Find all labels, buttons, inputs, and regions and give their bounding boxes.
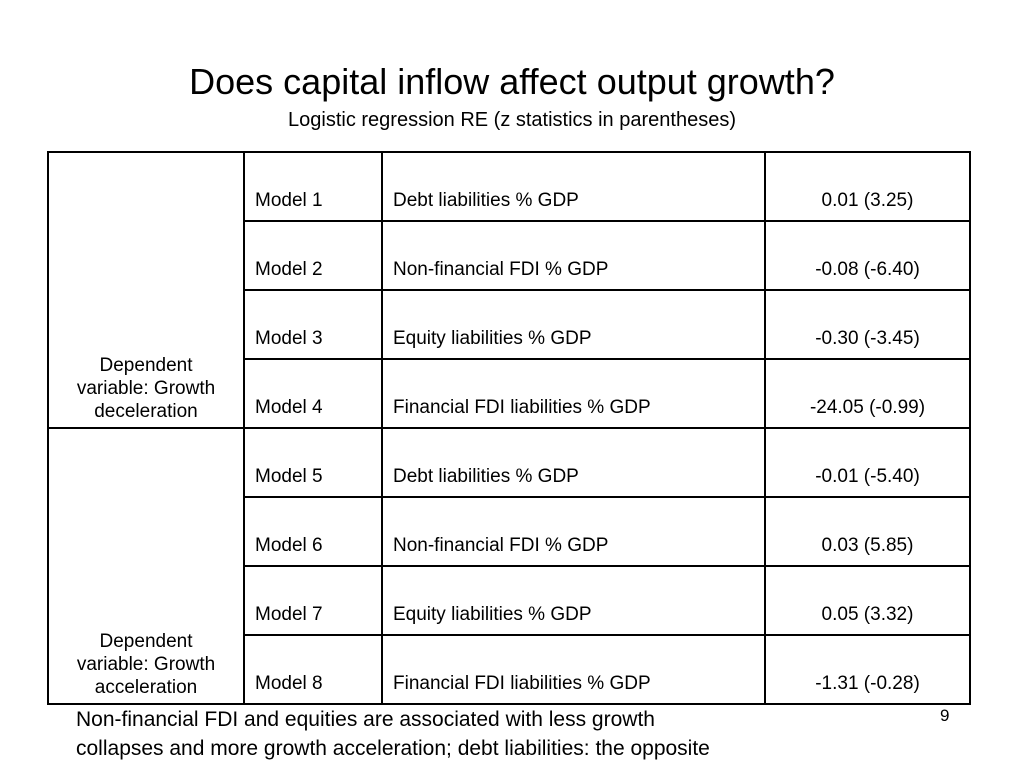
model-cell: Model 5 [243,427,383,498]
group-label-line: acceleration [94,677,198,698]
table-row: Dependent variable: Growth acceleration … [47,427,971,705]
variable-cell: Debt liabilities % GDP [381,151,766,222]
footnote-line: Non-financial FDI and equities are assoc… [76,708,655,731]
table-row: Model 4 Financial FDI liabilities % GDP … [48,358,971,429]
group-label-line: Dependent [99,355,193,376]
table-row: Model 3 Equity liabilities % GDP -0.30 (… [48,289,971,360]
variable-cell: Debt liabilities % GDP [381,427,766,498]
coefficient-cell: -0.30 (-3.45) [764,289,971,360]
variable-cell: Non-financial FDI % GDP [381,220,766,291]
model-cell: Model 2 [243,220,383,291]
group-label-deceleration: Dependent variable: Growth deceleration [47,151,245,429]
coefficient-cell: 0.03 (5.85) [764,496,971,567]
group-label-line: variable: Growth [76,378,216,399]
slide-title: Does capital inflow affect output growth… [189,61,835,102]
variable-cell: Equity liabilities % GDP [381,565,766,636]
coefficient-cell: -0.01 (-5.40) [764,427,971,498]
group-label-line: Dependent [99,631,193,652]
variable-cell: Equity liabilities % GDP [381,289,766,360]
coefficient-cell: 0.01 (3.25) [764,151,971,222]
table-row: Dependent variable: Growth deceleration … [47,151,971,429]
model-cell: Model 7 [243,565,383,636]
model-cell: Model 6 [243,496,383,567]
footnote-line: collapses and more growth acceleration; … [76,737,710,760]
model-cell: Model 8 [243,634,383,705]
coefficient-cell: -1.31 (-0.28) [764,634,971,705]
page-number: 9 [940,706,950,725]
group-label-acceleration: Dependent variable: Growth acceleration [47,427,245,705]
group-label-line: variable: Growth [76,654,216,675]
slide-subtitle: Logistic regression RE (z statistics in … [288,109,736,131]
variable-cell: Non-financial FDI % GDP [381,496,766,567]
model-cell: Model 1 [243,151,383,222]
variable-cell: Financial FDI liabilities % GDP [381,634,766,705]
model-cell: Model 3 [243,289,383,360]
table-row: Model 6 Non-financial FDI % GDP 0.03 (5.… [48,496,971,567]
coefficient-cell: -0.08 (-6.40) [764,220,971,291]
group-label-line: deceleration [94,401,198,422]
model-cell: Model 4 [243,358,383,429]
regression-results-table: Dependent variable: Growth deceleration … [47,151,971,705]
coefficient-cell: -24.05 (-0.99) [764,358,971,429]
table-row: Model 8 Financial FDI liabilities % GDP … [48,634,971,705]
variable-cell: Financial FDI liabilities % GDP [381,358,766,429]
footnote: Non-financial FDI and equities are assoc… [76,705,876,763]
table-row: Model 7 Equity liabilities % GDP 0.05 (3… [48,565,971,636]
table-row: Model 2 Non-financial FDI % GDP -0.08 (-… [48,220,971,291]
coefficient-cell: 0.05 (3.32) [764,565,971,636]
